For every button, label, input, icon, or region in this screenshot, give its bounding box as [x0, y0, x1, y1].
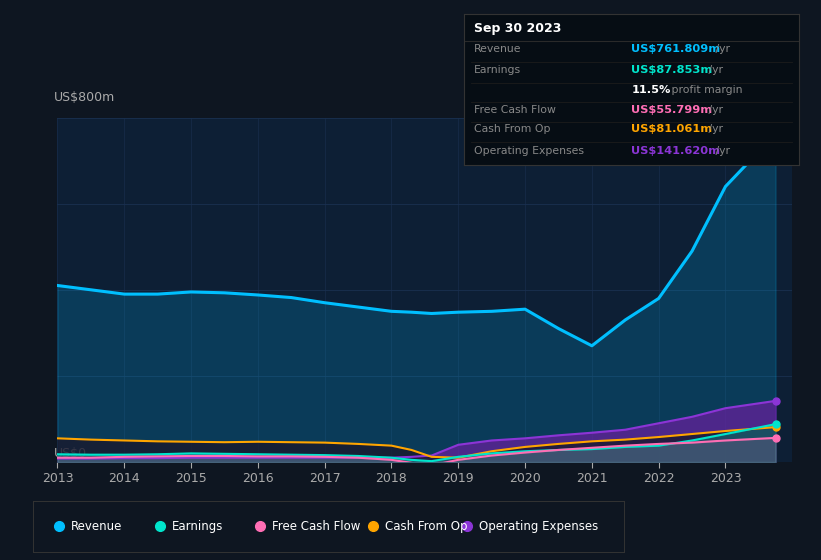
Text: US$761.809m: US$761.809m — [631, 44, 721, 54]
Text: /yr: /yr — [705, 105, 723, 115]
Text: Earnings: Earnings — [474, 66, 521, 76]
Text: /yr: /yr — [713, 146, 731, 156]
Text: Revenue: Revenue — [71, 520, 122, 533]
Text: profit margin: profit margin — [668, 85, 743, 95]
Text: Earnings: Earnings — [172, 520, 223, 533]
Text: /yr: /yr — [705, 124, 723, 134]
Text: Operating Expenses: Operating Expenses — [474, 146, 584, 156]
Text: Operating Expenses: Operating Expenses — [479, 520, 599, 533]
Text: Revenue: Revenue — [474, 44, 521, 54]
Point — [769, 396, 782, 405]
Text: US$141.620m: US$141.620m — [631, 146, 720, 156]
Point — [769, 423, 782, 432]
Text: /yr: /yr — [705, 66, 723, 76]
Text: US$55.799m: US$55.799m — [631, 105, 713, 115]
Text: Sep 30 2023: Sep 30 2023 — [474, 21, 562, 35]
Text: Cash From Op: Cash From Op — [384, 520, 467, 533]
Point — [769, 419, 782, 428]
Text: US$87.853m: US$87.853m — [631, 66, 713, 76]
Text: Cash From Op: Cash From Op — [474, 124, 550, 134]
Text: Free Cash Flow: Free Cash Flow — [273, 520, 360, 533]
Text: US$81.061m: US$81.061m — [631, 124, 713, 134]
Text: US$0: US$0 — [54, 447, 87, 460]
Text: 11.5%: 11.5% — [631, 85, 671, 95]
Text: Free Cash Flow: Free Cash Flow — [474, 105, 556, 115]
Point — [769, 129, 782, 138]
Text: US$800m: US$800m — [54, 91, 115, 104]
Point — [769, 433, 782, 442]
Text: /yr: /yr — [713, 44, 731, 54]
